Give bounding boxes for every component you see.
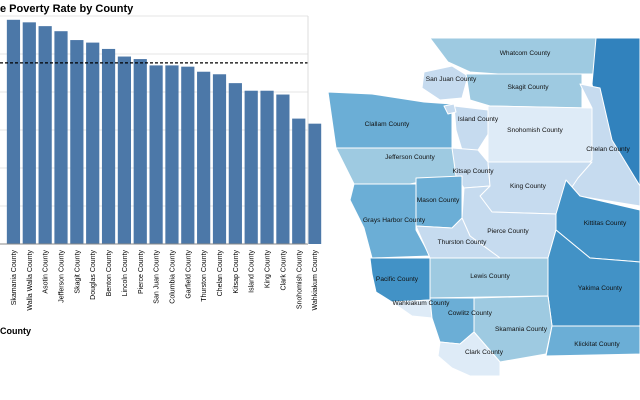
county-label-skagit: Skagit County: [507, 84, 549, 91]
bar-tick-label: Island County: [249, 250, 256, 293]
bar-tick-label: Skagit County: [74, 250, 81, 294]
bar: [38, 26, 52, 245]
bar-tick-label: Douglas County: [90, 250, 97, 300]
bar: [70, 40, 84, 244]
washington-county-map: [327, 37, 640, 377]
county-label-wahkiakum: Wahkiakum County: [393, 300, 451, 307]
county-label-pierce: Pierce County: [487, 228, 529, 235]
bar-tick-label: Wahkiakum County: [312, 250, 319, 311]
bar: [6, 19, 21, 244]
bar: [276, 94, 290, 245]
county-region-chelan: [565, 83, 640, 207]
county-region-klickitat: [545, 325, 640, 357]
bar: [212, 74, 227, 245]
bar-tick-label: Snohomish County: [296, 250, 303, 310]
bar-tick-label: Chelan County: [217, 250, 224, 297]
county-label-lewis: Lewis County: [470, 273, 510, 280]
county-label-clallam: Clallam County: [365, 121, 410, 128]
bar: [181, 66, 195, 245]
county-label-chelan: Chelan County: [586, 146, 630, 153]
bar: [149, 65, 163, 245]
county-region-skagit: [465, 73, 583, 109]
bar: [197, 71, 211, 244]
bar: [133, 59, 147, 244]
county-region-grays-harbor: [349, 183, 431, 259]
bar-tick-label: Benton County: [106, 250, 113, 297]
bar: [228, 83, 242, 244]
bar-tick-label: Clark County: [280, 250, 287, 291]
island-blob: [443, 103, 457, 115]
bar-tick-label: Lincoln County: [122, 250, 129, 297]
bar: [101, 48, 116, 244]
county-label-whatcom: Whatcom County: [500, 50, 551, 57]
county-label-snohomish: Snohomish County: [507, 127, 563, 134]
bar-tick-label: Thurston County: [201, 250, 208, 302]
county-labels: Whatcom County San Juan County Skagit Coun…: [363, 50, 631, 356]
bar: [86, 42, 100, 244]
bar: [244, 90, 258, 244]
county-region-san-juan: [421, 65, 469, 101]
county-label-klickitat: Klickitat County: [574, 341, 620, 348]
county-label-mason: Mason County: [417, 197, 460, 204]
bar-chart-title: e Poverty Rate by County: [0, 3, 134, 15]
bar: [117, 56, 131, 245]
bar-x-axis-title: County: [0, 326, 31, 336]
bar-tick-label: Jefferson County: [59, 250, 66, 303]
bar-tick-label: Columbia County: [169, 250, 176, 304]
county-region-snohomish: [487, 105, 593, 163]
county-label-grays-harbor: Grays Harbor County: [363, 217, 426, 224]
bar-tick-label: King County: [265, 250, 272, 289]
bar: [22, 22, 36, 245]
county-label-island: Island County: [458, 116, 499, 123]
county-label-pacific: Pacific County: [376, 276, 419, 283]
bar-tick-label: Kitsap County: [233, 250, 240, 294]
bar-tick-label: Garfield County: [185, 250, 192, 299]
bar: [54, 31, 68, 245]
county-label-kitsap: Kitsap County: [452, 168, 494, 175]
bar-tick-label: Skamania County: [11, 250, 18, 306]
county-label-jefferson: Jefferson County: [385, 154, 435, 161]
county-region-clark: [437, 331, 501, 377]
bar: [292, 118, 306, 244]
bar-marks: [6, 19, 322, 245]
bar-tick-label: Pierce County: [138, 250, 145, 294]
bar-tick-label: San Juan County: [154, 250, 161, 304]
county-label-clark: Clark County: [465, 349, 504, 356]
county-label-king: King County: [510, 183, 547, 190]
bar-tick-label: Walla Walla County: [27, 250, 34, 311]
county-label-san-juan: San Juan County: [426, 76, 477, 83]
county-label-cowlitz: Cowlitz County: [448, 310, 493, 317]
county-region-clallam: [327, 91, 453, 149]
bar: [260, 90, 274, 244]
bar-x-tick-labels: Skamania County Walla Walla County Asotin …: [11, 250, 319, 311]
poverty-bar-chart: e Poverty Rate by County Skamania County…: [0, 3, 322, 336]
bar: [165, 65, 179, 245]
county-label-kittitas: Kittitas County: [584, 220, 627, 227]
county-region-island: [453, 105, 493, 151]
county-label-yakima: Yakima County: [578, 285, 623, 292]
bar: [308, 123, 322, 244]
county-label-thurston: Thurston County: [438, 239, 487, 246]
bar-tick-label: Asotin County: [43, 250, 50, 294]
county-label-skamania: Skamania County: [495, 326, 548, 333]
